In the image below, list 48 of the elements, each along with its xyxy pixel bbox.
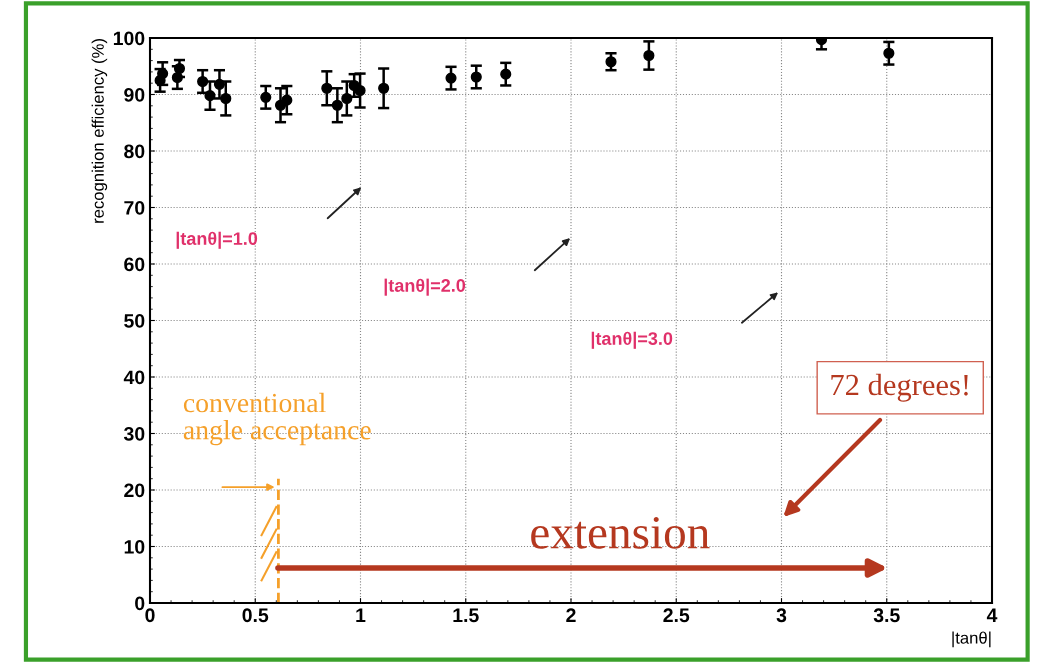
point <box>204 90 216 102</box>
x-tick-label: 2 <box>566 608 576 622</box>
y-tick-label: 80 <box>124 144 145 159</box>
point <box>445 72 457 84</box>
x-tick-label: 1 <box>356 608 366 622</box>
point <box>171 71 183 84</box>
point <box>281 94 293 106</box>
point <box>197 75 209 88</box>
annotation: |tanθ|=2.0 <box>384 278 466 296</box>
x-tick-label: 3 <box>776 608 787 623</box>
y-tick-label: 70 <box>124 200 145 215</box>
y-tick-label: 90 <box>124 87 145 102</box>
point <box>260 91 272 103</box>
annotation: extension <box>531 516 710 549</box>
annotation: |tanθ|=1.0 <box>176 231 258 249</box>
y-tick-label: 20 <box>124 483 145 498</box>
annotation: 72 degrees! <box>831 373 968 402</box>
y-tick-label: 100 <box>113 31 145 46</box>
y-tick-label: 40 <box>123 370 145 385</box>
x-tick-label: 2.5 <box>663 608 690 623</box>
x-tick-label: 3.5 <box>873 608 900 623</box>
x-tick-label: 0.5 <box>242 608 269 623</box>
point <box>378 82 390 94</box>
point <box>643 49 655 62</box>
point <box>157 68 169 80</box>
annotation: conventional angle acceptance <box>183 392 371 446</box>
point <box>220 92 232 105</box>
x-tick-label: 1.5 <box>453 608 479 623</box>
x-tick-label: 0 <box>145 608 155 623</box>
point <box>321 82 333 94</box>
x-axis-title: |tanθ| <box>952 631 991 648</box>
point <box>331 99 343 111</box>
point <box>354 84 366 97</box>
y-axis-title: recognition efficiency (%) <box>91 39 108 223</box>
y-tick-label: 0 <box>135 596 145 611</box>
y-tick-label: 60 <box>124 257 145 272</box>
point <box>341 92 353 105</box>
annotation: |tanθ|=3.0 <box>591 331 673 349</box>
point <box>213 78 226 90</box>
y-tick-label: 30 <box>123 426 145 441</box>
point <box>173 62 186 75</box>
point <box>500 68 512 80</box>
y-tick-label: 10 <box>124 539 145 554</box>
point <box>470 71 482 83</box>
y-tick-label: 50 <box>124 313 145 328</box>
point <box>883 47 895 59</box>
point <box>605 56 617 68</box>
x-tick-label: 4 <box>986 608 998 622</box>
